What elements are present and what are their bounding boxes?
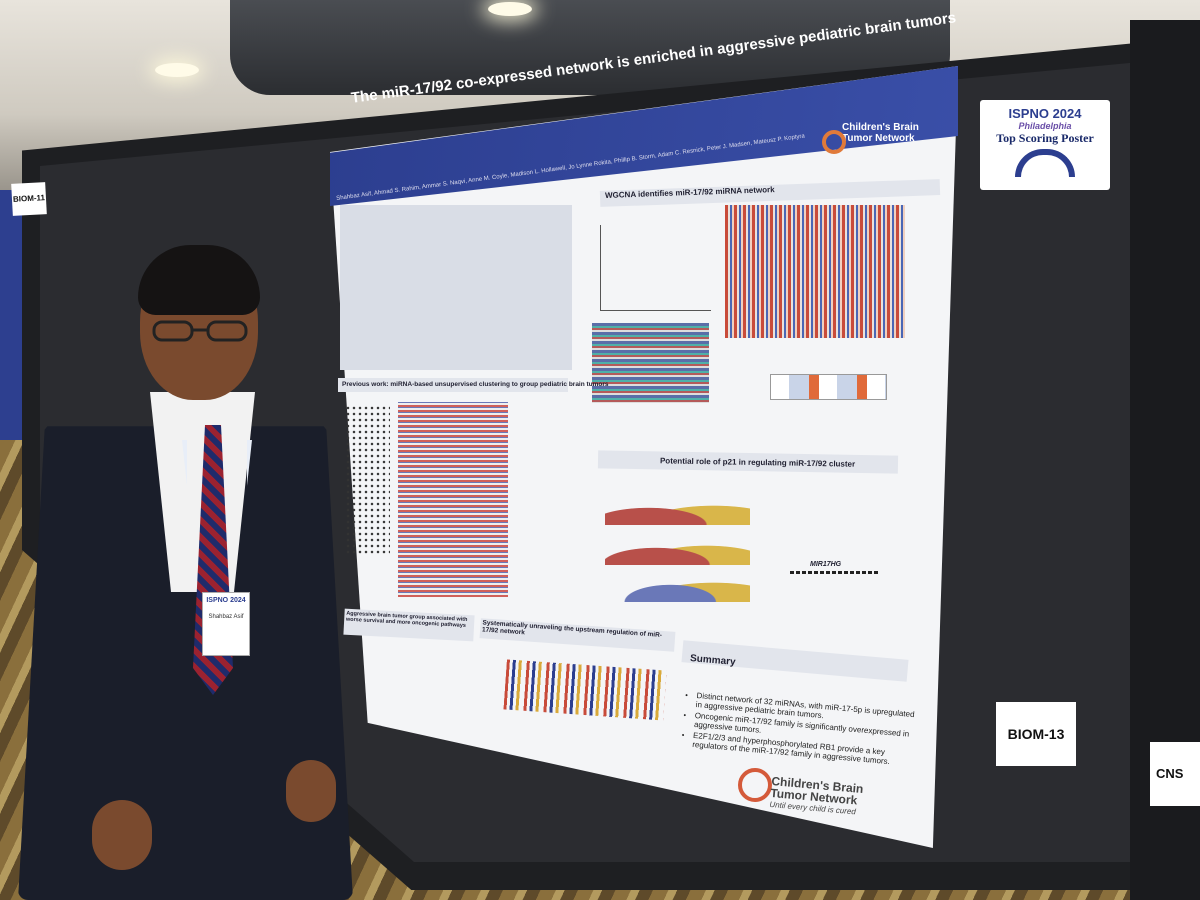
- org-logo-icon: [822, 130, 846, 154]
- gauge-icon: [1015, 149, 1075, 177]
- name-badge: ISPNO 2024 Shahbaz Asif: [202, 592, 250, 656]
- org-name-line2: Tumor Network: [842, 133, 915, 144]
- density-plot-1: [605, 495, 750, 525]
- ceiling-light: [488, 2, 532, 16]
- boxplot-panel: [600, 225, 711, 311]
- badge-event: ISPNO 2024: [206, 597, 246, 604]
- award-city: Philadelphia: [1018, 121, 1072, 131]
- ceiling-light: [155, 63, 199, 77]
- gene-diagram-line: [790, 571, 880, 574]
- award-event: ISPNO 2024: [1008, 106, 1082, 121]
- award-title: Top Scoring Poster: [996, 131, 1094, 145]
- umap-scatter-plots: [345, 405, 390, 555]
- board-number-sign: BIOM-13: [996, 702, 1076, 766]
- network-table: [770, 374, 887, 400]
- abstract-panel: [340, 205, 572, 370]
- section-previous-title: Previous work: miRNA-based unsupervised …: [342, 381, 609, 388]
- person-hand: [92, 800, 152, 870]
- pathway-diagram-label: MIR17HG: [810, 561, 842, 568]
- section-header: [338, 378, 568, 392]
- award-sign: ISPNO 2024 Philadelphia Top Scoring Post…: [980, 100, 1110, 190]
- person-hand: [286, 760, 336, 822]
- org-logo-icon: [738, 768, 772, 802]
- badge-name: Shahbaz Asif: [208, 614, 244, 620]
- org-name-line1: Children's Brain: [842, 122, 919, 133]
- right-board-number: CNS: [1150, 742, 1200, 806]
- heatmap-figure: [725, 205, 905, 338]
- person-hair: [138, 245, 260, 315]
- density-plot-3: [605, 572, 750, 602]
- clustering-heatmap: [398, 402, 508, 597]
- density-plot-2: [605, 535, 750, 565]
- left-board-number: BIOM-11: [11, 182, 47, 216]
- poster-org-logo: Children's Brain Tumor Network: [842, 122, 919, 144]
- line-plot-figure: [592, 323, 709, 403]
- eyeglasses-icon: [152, 320, 248, 342]
